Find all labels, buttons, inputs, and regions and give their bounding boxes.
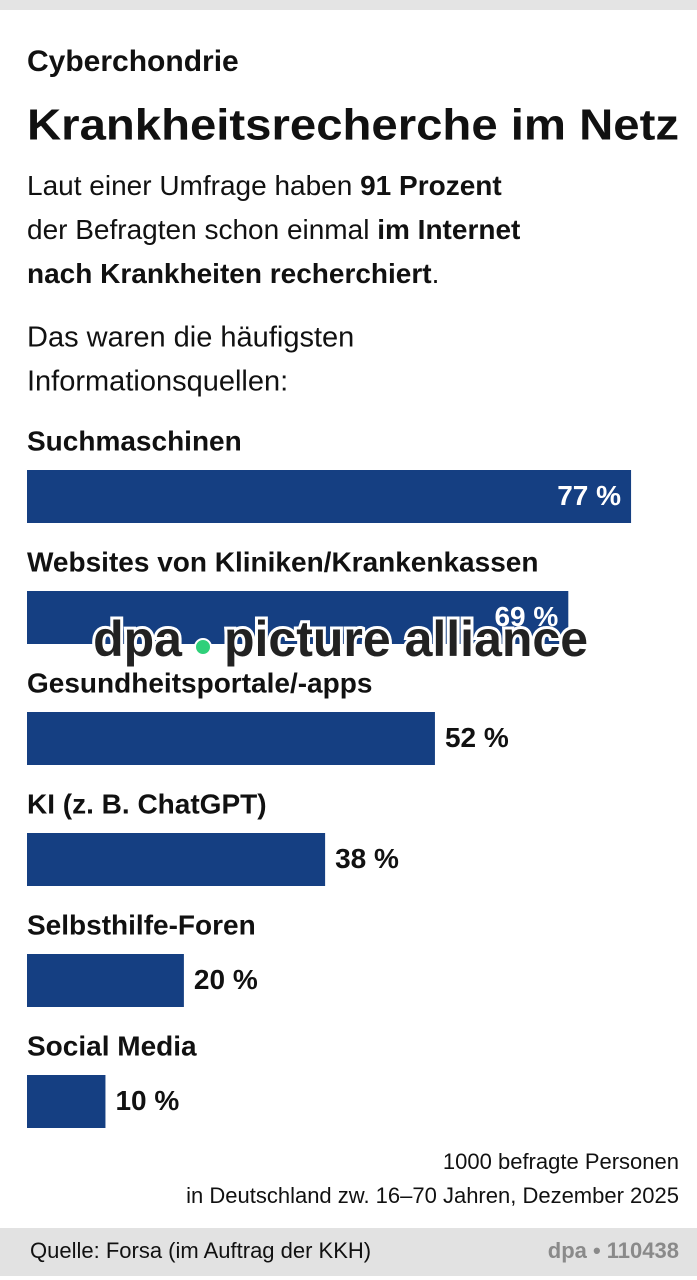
subtitle-run: .	[432, 258, 440, 289]
chart-title: Krankheitsrecherche im Netz	[27, 101, 679, 150]
value-label: 10 %	[115, 1085, 179, 1116]
bar	[27, 470, 632, 523]
watermark: picture alliance	[224, 611, 588, 667]
value-label: 38 %	[335, 843, 399, 874]
source: Quelle: Forsa (im Auftrag der KKH)	[30, 1238, 371, 1263]
subtitle-line: der Befragten schon einmal im Internet	[27, 214, 520, 245]
category-label: Gesundheitsportale/-apps	[27, 667, 372, 698]
category-label: KI (z. B. ChatGPT)	[27, 788, 267, 819]
value-label: 69 %	[494, 601, 558, 632]
bar	[27, 833, 326, 886]
kicker: Cyberchondrie	[27, 45, 239, 78]
bar	[27, 591, 569, 644]
intro-line: Informationsquellen:	[27, 366, 288, 398]
subtitle-run: 91 Prozent	[360, 170, 502, 201]
note: 1000 befragte Personen	[443, 1149, 679, 1174]
subtitle-run: Laut einer Umfrage haben	[27, 170, 360, 201]
value-label: 77 %	[557, 480, 621, 511]
intro-line: Das waren die häufigsten	[27, 322, 354, 354]
bar	[27, 954, 184, 1007]
bar	[27, 1075, 106, 1128]
category-label: Websites von Kliniken/Krankenkassen	[27, 546, 538, 577]
note: in Deutschland zw. 16–70 Jahren, Dezembe…	[186, 1183, 679, 1208]
category-label: Suchmaschinen	[27, 425, 242, 456]
top-band	[0, 0, 697, 10]
subtitle-run: der Befragten schon einmal	[27, 214, 377, 245]
value-label: 20 %	[194, 964, 258, 995]
value-label: 52 %	[445, 722, 509, 753]
subtitle-run: im Internet	[377, 214, 520, 245]
credit: dpa • 110438	[548, 1238, 679, 1263]
subtitle-line: nach Krankheiten recherchiert.	[27, 258, 439, 289]
subtitle-run: nach Krankheiten recherchiert	[27, 258, 432, 289]
subtitle-line: Laut einer Umfrage haben 91 Prozent	[27, 170, 502, 201]
bar	[27, 712, 435, 765]
category-label: Selbsthilfe-Foren	[27, 909, 256, 940]
watermark-dot	[194, 638, 212, 656]
watermark: dpa	[93, 611, 183, 667]
footer-band	[0, 1228, 697, 1276]
category-label: Social Media	[27, 1030, 197, 1061]
